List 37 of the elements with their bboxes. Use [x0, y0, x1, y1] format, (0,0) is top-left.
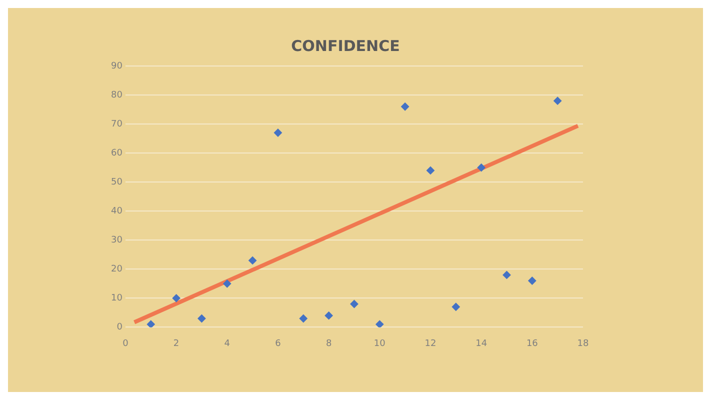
- x-tick-label: 10: [374, 338, 386, 349]
- point: [172, 294, 180, 302]
- x-tick-label: 8: [326, 338, 332, 349]
- point: [299, 314, 308, 322]
- y-tick-label: 20: [111, 264, 123, 274]
- point: [426, 166, 434, 174]
- y-tick-label: 70: [111, 119, 123, 130]
- x-tick-label: 12: [424, 338, 436, 349]
- y-tick-label: 10: [111, 294, 123, 304]
- x-tick-label: 16: [526, 338, 538, 349]
- point: [528, 276, 536, 285]
- chart-title: CONFIDENCE: [291, 36, 400, 55]
- point: [502, 270, 511, 279]
- x-tick-label: 14: [476, 338, 488, 349]
- y-tick-label: 60: [111, 148, 123, 158]
- point: [350, 300, 358, 308]
- point: [198, 314, 206, 322]
- point: [324, 312, 333, 320]
- point: [146, 320, 155, 328]
- point: [477, 164, 486, 172]
- x-tick-label: 2: [173, 338, 180, 349]
- point: [223, 280, 232, 288]
- y-tick-label: 30: [111, 235, 123, 246]
- y-tick-label: 80: [111, 90, 123, 100]
- y-tick-label: 40: [111, 206, 123, 216]
- y-tick-label: 50: [111, 177, 123, 188]
- point: [274, 128, 282, 137]
- x-tick-label: 18: [577, 338, 589, 349]
- point: [401, 102, 410, 111]
- point: [554, 96, 562, 105]
- x-tick-label: 6: [275, 338, 282, 349]
- x-tick-label: 4: [224, 338, 230, 349]
- point: [376, 320, 384, 328]
- point: [452, 302, 460, 311]
- y-tick-label: 0: [116, 322, 123, 333]
- point: [248, 256, 257, 264]
- y-tick-label: 90: [111, 61, 123, 72]
